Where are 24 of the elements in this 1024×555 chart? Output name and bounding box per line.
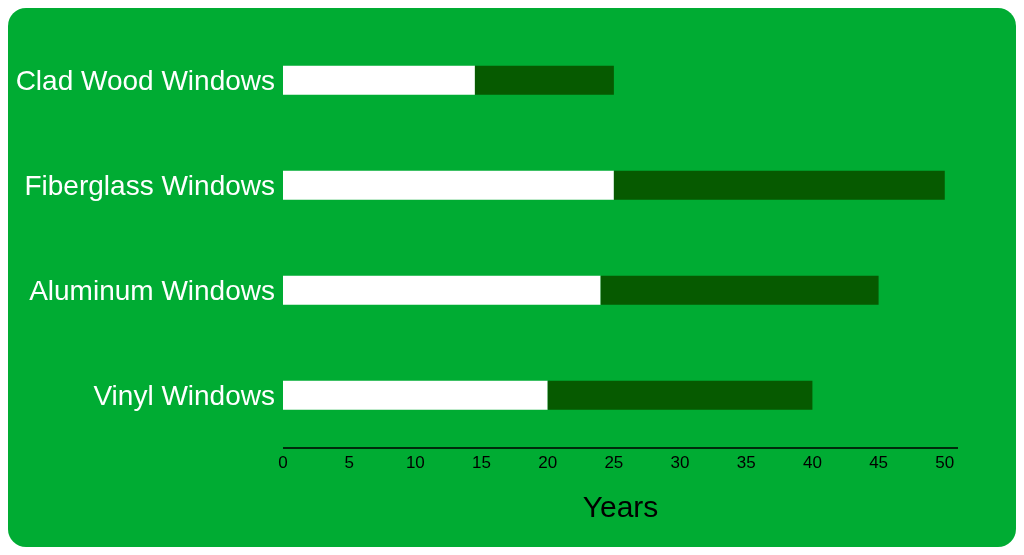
- x-tick-label: 15: [472, 453, 491, 473]
- y-tick-label: Aluminum Windows: [29, 275, 275, 307]
- y-tick-label: Clad Wood Windows: [15, 65, 275, 97]
- x-tick-label: 50: [935, 453, 955, 473]
- bar: [474, 65, 614, 95]
- bar: [283, 170, 614, 200]
- x-tick-label: 40: [802, 453, 822, 473]
- x-tick-label: 45: [869, 453, 889, 473]
- bar: [283, 65, 475, 95]
- x-axis-title: Years: [581, 490, 660, 524]
- bar: [613, 170, 945, 200]
- x-tick-label: 0: [278, 453, 288, 473]
- y-tick-label: Fiberglass Windows: [24, 170, 275, 202]
- bar: [283, 380, 548, 410]
- bar: [600, 275, 879, 305]
- x-tick-label: 10: [405, 453, 425, 473]
- x-tick-label: 25: [604, 453, 624, 473]
- x-tick-label: 30: [670, 453, 690, 473]
- x-tick-label: 5: [344, 453, 354, 473]
- x-tick-label: 20: [538, 453, 558, 473]
- y-tick-label: Vinyl Windows: [93, 380, 275, 412]
- bar: [547, 380, 813, 410]
- x-tick-label: 35: [736, 453, 756, 473]
- bar: [283, 275, 601, 305]
